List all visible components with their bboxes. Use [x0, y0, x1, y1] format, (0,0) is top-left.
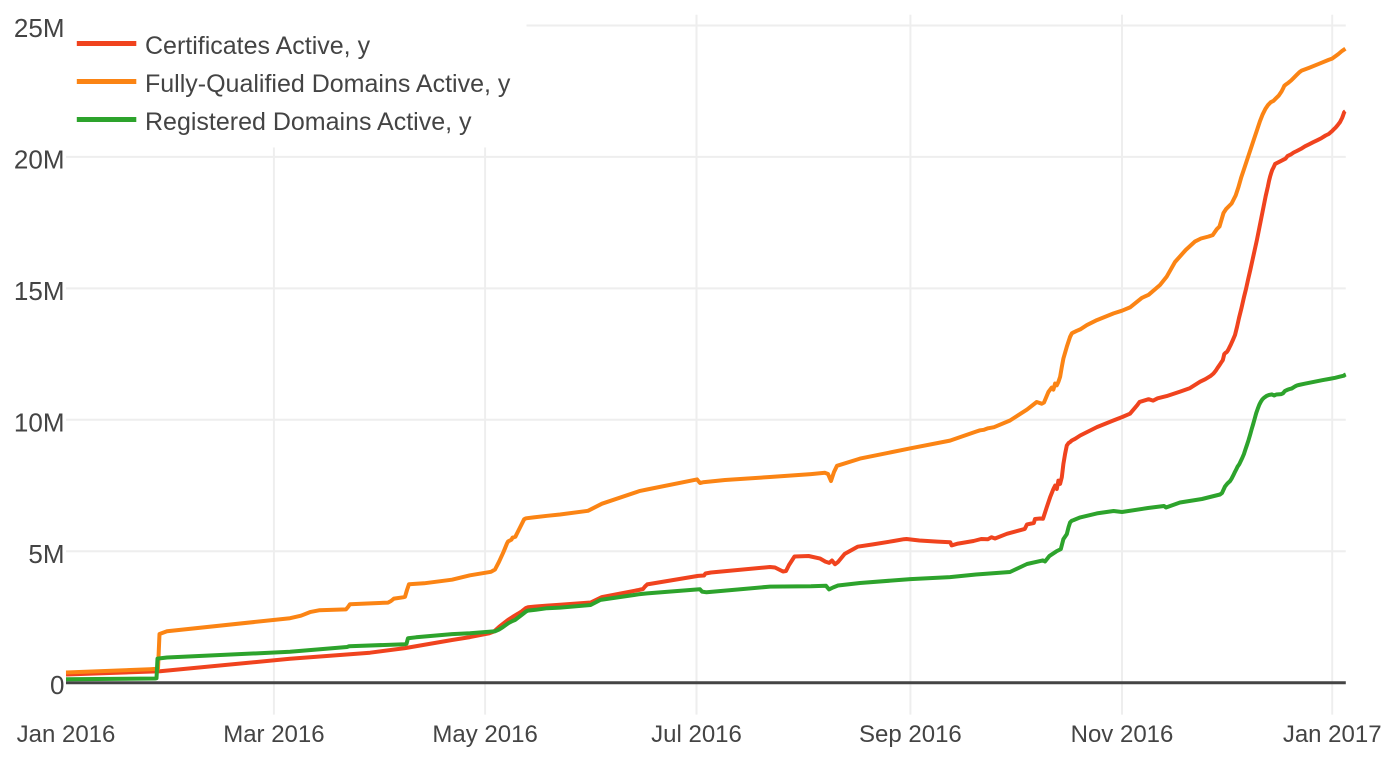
svg-text:25M: 25M [14, 13, 65, 43]
svg-text:15M: 15M [14, 276, 65, 306]
svg-text:10M: 10M [14, 407, 65, 437]
svg-text:Registered Domains Active, y: Registered Domains Active, y [145, 108, 472, 136]
svg-text:5M: 5M [28, 539, 64, 569]
svg-text:Jul 2016: Jul 2016 [651, 721, 742, 748]
svg-text:Jan 2016: Jan 2016 [17, 721, 116, 748]
svg-text:Certificates Active, y: Certificates Active, y [145, 32, 371, 60]
svg-text:Jan 2017: Jan 2017 [1283, 721, 1382, 748]
svg-text:0: 0 [50, 670, 64, 700]
svg-text:Fully-Qualified Domains Active: Fully-Qualified Domains Active, y [145, 70, 511, 98]
svg-text:20M: 20M [14, 144, 65, 174]
svg-text:Sep 2016: Sep 2016 [859, 721, 962, 748]
svg-text:Nov 2016: Nov 2016 [1071, 721, 1174, 748]
svg-text:Mar 2016: Mar 2016 [223, 721, 324, 748]
svg-text:May 2016: May 2016 [432, 721, 537, 748]
